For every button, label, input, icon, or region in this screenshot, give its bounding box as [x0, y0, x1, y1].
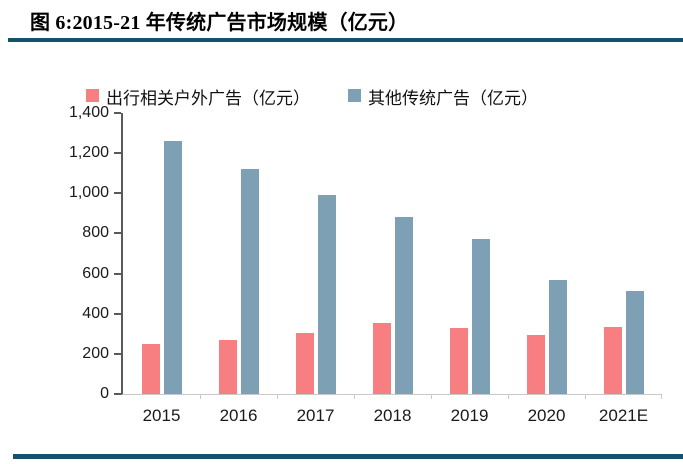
x-axis-label: 2020 [527, 406, 566, 425]
bar-transit-outdoor-ad [141, 343, 160, 394]
y-tick-label: 200 [82, 344, 109, 362]
bar-other-traditional-ad [625, 290, 644, 394]
bar-transit-outdoor-ad [372, 322, 391, 394]
y-axis-tick [114, 192, 121, 195]
x-axis-tick [508, 394, 509, 399]
bar-transit-outdoor-ad [218, 339, 237, 394]
bar-other-traditional-ad [317, 195, 336, 394]
legend-label-other-traditional-ad: 其他传统广告（亿元） [368, 89, 538, 108]
x-axis-tick [277, 394, 278, 399]
x-axis-tick [661, 394, 662, 399]
y-axis-tick [114, 152, 121, 155]
plot-area: 0 200 400 600 800 1,000 1,200 1,400 2015 2016 2017… [69, 104, 662, 425]
x-axis-label: 2021E [598, 406, 649, 425]
x-axis-label: 2019 [450, 406, 489, 425]
bar-transit-outdoor-ad [526, 334, 545, 394]
bar-other-traditional-ad [163, 141, 182, 394]
y-axis-tick [114, 352, 121, 355]
x-axis-tick [431, 394, 432, 399]
y-tick-label: 1,200 [68, 144, 109, 162]
bar-transit-outdoor-ad [603, 326, 622, 394]
legend-swatch-red-icon [86, 89, 99, 102]
bar-transit-outdoor-ad [295, 332, 314, 394]
bar-transit-outdoor-ad [449, 327, 468, 394]
y-tick-label: 400 [82, 304, 109, 322]
y-axis-tick [114, 272, 121, 275]
top-divider [8, 38, 683, 42]
bar-other-traditional-ad [548, 279, 567, 394]
legend-label-transit-outdoor-ad: 出行相关户外广告（亿元） [106, 89, 310, 108]
y-axis-tick [114, 232, 121, 235]
y-tick-label: 1,000 [68, 184, 109, 202]
x-axis-label: 2018 [373, 406, 412, 425]
x-axis-tick [354, 394, 355, 399]
bar-other-traditional-ad [394, 217, 413, 394]
y-axis-tick [114, 393, 121, 395]
x-axis-tick [585, 394, 586, 399]
y-tick-label: 800 [82, 224, 109, 242]
y-tick-label: 600 [82, 264, 109, 282]
figure-title: 图 6:2015-21 年传统广告市场规模（亿元） [30, 12, 409, 34]
y-tick-label: 1,400 [68, 104, 109, 121]
y-axis-tick [114, 112, 121, 114]
legend-swatch-blue-icon [348, 89, 361, 102]
y-axis-tick [114, 312, 121, 315]
x-axis-label: 2015 [142, 406, 181, 425]
y-tick-label: 0 [100, 385, 109, 402]
bar-other-traditional-ad [240, 169, 259, 394]
x-axis-label: 2017 [296, 406, 335, 425]
bottom-divider [13, 454, 683, 459]
bar-other-traditional-ad [471, 239, 490, 394]
chart-legend: 出行相关户外广告（亿元） 其他传统广告（亿元） [86, 84, 538, 109]
x-axis-tick [200, 394, 201, 399]
x-axis-label: 2016 [219, 406, 258, 425]
legend-item-other-traditional-ad: 其他传统广告（亿元） [348, 84, 538, 109]
legend-item-transit-outdoor-ad: 出行相关户外广告（亿元） [86, 84, 310, 109]
